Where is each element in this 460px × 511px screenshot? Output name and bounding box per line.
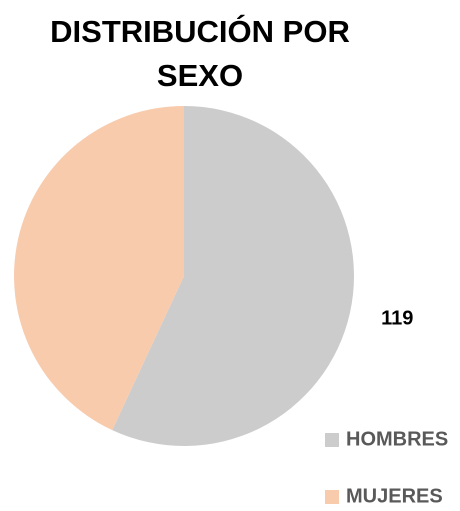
legend-swatch <box>325 490 339 504</box>
legend-label: MUJERES <box>346 485 443 507</box>
pie-slice <box>112 106 355 446</box>
legend-label: HOMBRES <box>346 428 448 450</box>
pie-slice <box>14 106 185 431</box>
chart-title: DISTRIBUCIÓN POR SEXO <box>50 14 350 93</box>
data-label: 119 <box>381 308 413 330</box>
legend-swatch <box>325 433 339 447</box>
